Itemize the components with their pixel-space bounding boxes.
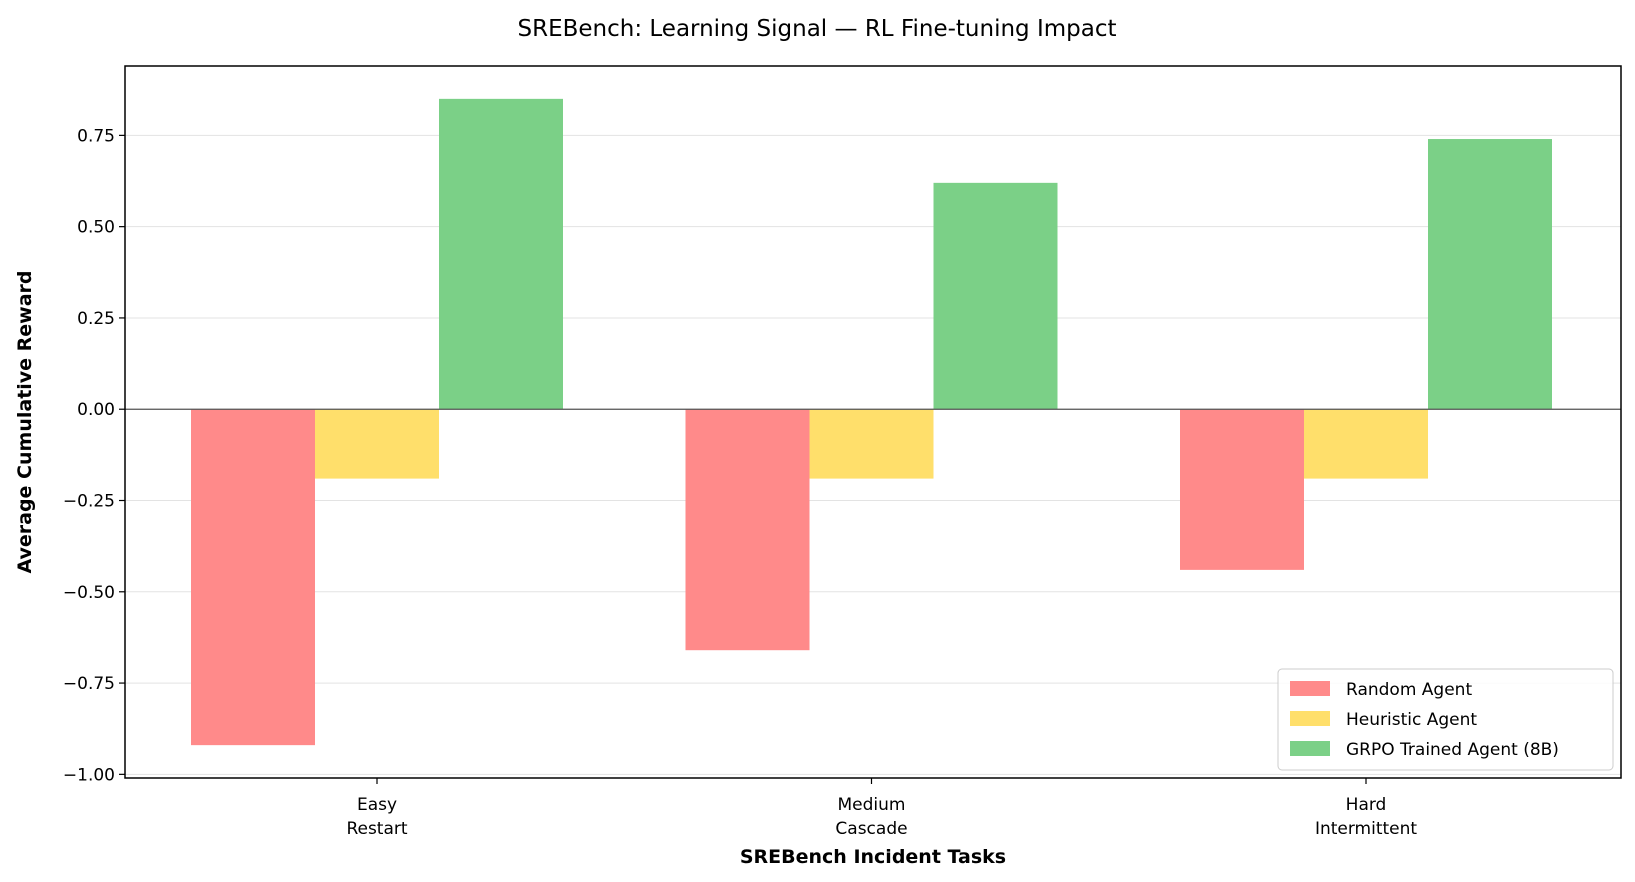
x-tick-label: Easy xyxy=(357,795,397,815)
legend-swatch xyxy=(1290,681,1330,696)
y-tick-label: 0.25 xyxy=(77,309,115,329)
x-tick-label: Medium xyxy=(838,795,906,815)
bars xyxy=(191,98,1552,746)
bar xyxy=(1304,409,1428,479)
x-tick-label: Intermittent xyxy=(1315,819,1417,839)
bar xyxy=(191,409,315,746)
x-tick-label: Cascade xyxy=(835,819,907,839)
legend-box xyxy=(1277,668,1614,771)
y-tick-label: 0.75 xyxy=(77,126,115,146)
x-tick-label: Hard xyxy=(1346,795,1387,815)
y-tick-label: −1.00 xyxy=(63,765,115,785)
x-tick-label: Restart xyxy=(346,819,407,839)
bar xyxy=(1428,139,1552,410)
legend-label: GRPO Trained Agent (8B) xyxy=(1346,740,1559,760)
y-tick-label: −0.25 xyxy=(63,492,115,512)
y-tick-label: −0.50 xyxy=(63,583,115,603)
x-axis: Easy Restart Medium Cascade Hard Intermittent xyxy=(346,778,1417,839)
legend-swatch xyxy=(1290,741,1330,756)
legend: Random Agent Heuristic Agent GRPO Trained … xyxy=(1277,668,1614,771)
bar xyxy=(685,409,810,651)
y-axis-title: Average Cumulative Reward xyxy=(14,270,36,573)
legend-label: Heuristic Agent xyxy=(1346,710,1477,730)
chart-title: SREBench: Learning Signal — RL Fine-tuni… xyxy=(517,16,1116,42)
plot-frame xyxy=(124,65,1622,779)
y-tick-label: −0.75 xyxy=(63,674,115,694)
y-tick-label: 0.50 xyxy=(77,218,115,238)
y-axis: −1.00 −0.75 −0.50 −0.25 0.00 0.25 0.50 0.75 xyxy=(63,126,125,785)
x-axis-title: SREBench Incident Tasks xyxy=(740,846,1006,868)
bar xyxy=(933,182,1058,410)
bar xyxy=(809,409,934,479)
legend-label: Random Agent xyxy=(1346,680,1472,700)
bar xyxy=(1180,409,1304,570)
bar xyxy=(315,409,439,479)
y-tick-label: 0.00 xyxy=(77,400,115,420)
bar xyxy=(439,98,563,410)
legend-swatch xyxy=(1290,711,1330,726)
